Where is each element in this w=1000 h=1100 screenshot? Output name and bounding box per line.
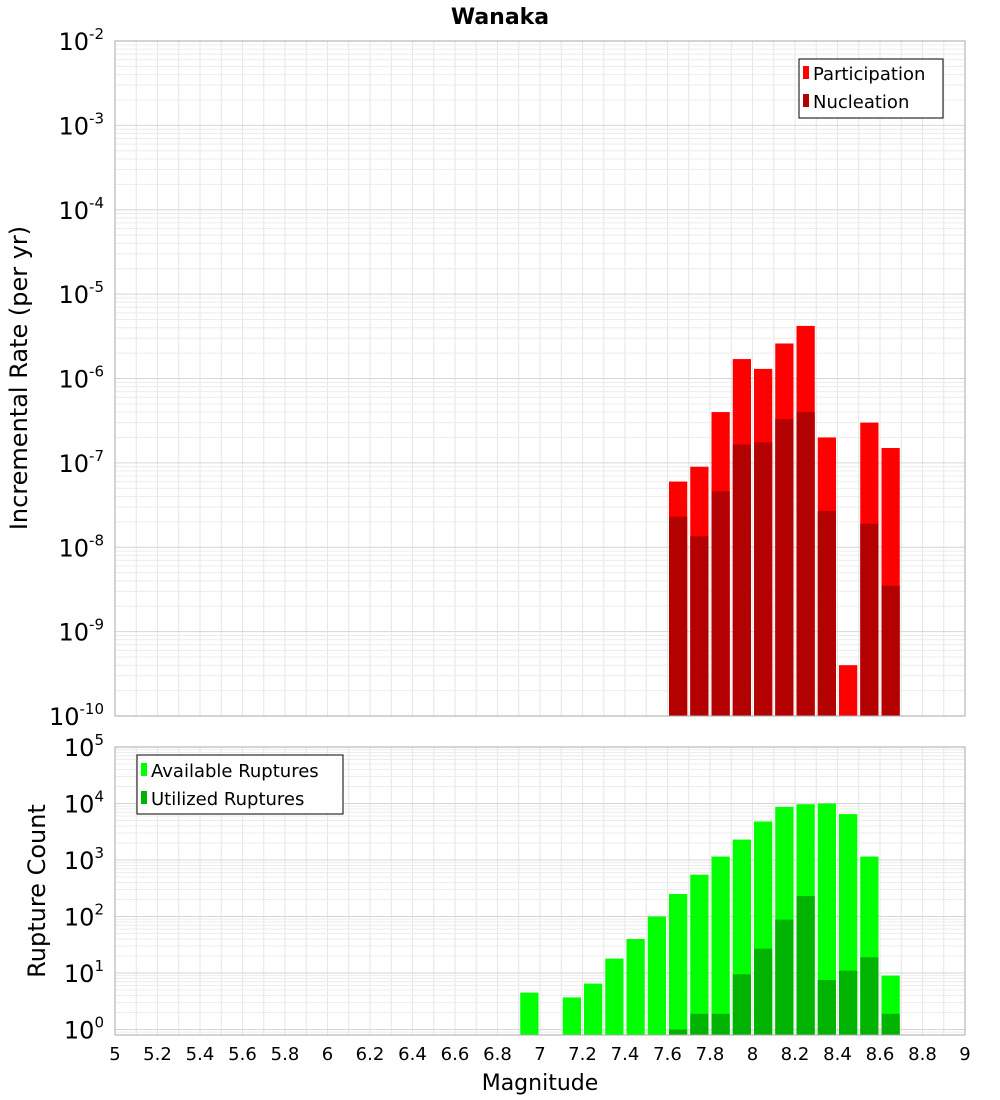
rate-y-axis-label: Incremental Rate (per yr): [5, 226, 33, 530]
x-tick-label: 5.6: [228, 1044, 257, 1065]
x-tick-label: 6.6: [441, 1044, 470, 1065]
count-series-a-bar: [626, 939, 645, 1035]
rate-y-tick-label: 10-2: [58, 25, 104, 56]
count-series-a-bar: [647, 916, 666, 1035]
utilized-legend-swatch: [141, 791, 147, 804]
rate-series-b-bar: [817, 510, 836, 716]
count-series-a-bar: [817, 803, 836, 1035]
count-series-b-bar: [732, 974, 751, 1035]
x-tick-label: 5: [109, 1044, 120, 1065]
x-tick-label: 5.2: [143, 1044, 172, 1065]
count-series-a-bar: [584, 983, 603, 1035]
count-y-tick-label: 104: [64, 788, 104, 819]
count-y-tick-label: 101: [64, 957, 104, 988]
count-series-a-bar: [605, 958, 624, 1035]
x-axis-label: Magnitude: [482, 1071, 599, 1096]
count-series-b-bar: [754, 948, 773, 1035]
x-tick-label: 8: [747, 1044, 758, 1065]
utilized-legend-label: Utilized Ruptures: [151, 789, 304, 810]
count-series-a-bar: [669, 894, 688, 1035]
rate-plot-frame: [114, 40, 966, 717]
rate-legend-box: [798, 58, 944, 119]
rate-y-tick-label: 10-6: [58, 363, 104, 394]
count-y-ticks: 100 101 102 103 104 105: [64, 731, 104, 1045]
x-tick-label: 7.6: [653, 1044, 682, 1065]
rate-y-tick-label: 10-7: [58, 447, 104, 478]
rate-grid: [114, 40, 966, 717]
count-legend: Available Ruptures Utilized Ruptures: [136, 754, 344, 815]
x-tick-label: 7: [534, 1044, 545, 1065]
count-bars: [520, 803, 900, 1035]
nucleation-legend-swatch: [803, 94, 809, 107]
count-series-b-bar: [690, 1013, 709, 1035]
count-series-a-bar: [711, 856, 730, 1035]
available-legend-swatch: [141, 763, 147, 776]
rate-y-tick-label: 10-8: [58, 531, 104, 562]
x-tick-label: 9: [959, 1044, 970, 1065]
rate-series-b-bar: [754, 442, 773, 716]
count-panel: 100 101 102 103 104 105 5 5.2 5.4 5.6 5.8 6 6.2 6.4 6…: [23, 731, 971, 1096]
count-y-tick-label: 100: [64, 1014, 104, 1045]
x-ticks: 5 5.2 5.4 5.6 5.8 6 6.2 6.4 6.6 6.8 7 7.2 7.4 7.6 7.8 8…: [109, 1044, 970, 1065]
chart-title: Wanaka: [451, 5, 549, 30]
participation-legend-label: Participation: [813, 64, 925, 85]
x-tick-label: 5.4: [186, 1044, 215, 1065]
rate-y-tick-label: 10-3: [58, 109, 104, 140]
rate-y-tick-label: 10-4: [58, 194, 104, 225]
rate-panel: 10-10 10-9 10-8 10-7 10-6 10-5 10-4 10-3 10-2 In…: [5, 25, 966, 731]
count-series-b-bar: [839, 970, 858, 1035]
count-legend-box: [136, 754, 344, 815]
count-plot-frame: [114, 746, 966, 1036]
count-series-a-bar: [690, 874, 709, 1035]
count-y-axis-label: Rupture Count: [23, 804, 51, 978]
x-tick-label: 8.2: [781, 1044, 810, 1065]
count-series-a-bar: [562, 997, 581, 1035]
x-tick-label: 6: [322, 1044, 333, 1065]
x-tick-label: 6.2: [356, 1044, 385, 1065]
x-tick-label: 7.4: [611, 1044, 640, 1065]
x-tick-label: 8.8: [908, 1044, 937, 1065]
x-tick-label: 5.8: [271, 1044, 300, 1065]
x-tick-label: 8.6: [866, 1044, 895, 1065]
rate-series-b-bar: [860, 523, 879, 716]
count-y-tick-label: 103: [64, 844, 104, 875]
count-series-b-bar: [669, 1029, 688, 1035]
count-y-tick-label: 105: [64, 731, 104, 762]
rate-series-b-bar: [669, 516, 688, 716]
x-tick-label: 6.8: [483, 1044, 512, 1065]
available-legend-label: Available Ruptures: [151, 761, 319, 782]
rate-series-b-bar: [732, 444, 751, 716]
rate-series-b-bar: [796, 412, 815, 716]
rate-series-b-bar: [711, 491, 730, 716]
participation-legend-swatch: [803, 66, 809, 79]
rate-series-b-bar: [690, 536, 709, 716]
rate-y-tick-label: 10-9: [58, 616, 104, 647]
count-series-b-bar: [860, 957, 879, 1035]
count-series-b-bar: [881, 1013, 900, 1035]
count-series-b-bar: [775, 919, 794, 1035]
x-tick-label: 6.4: [398, 1044, 427, 1065]
count-series-b-bar: [817, 980, 836, 1035]
x-tick-label: 7.2: [568, 1044, 597, 1065]
rate-y-tick-label: 10-10: [49, 700, 104, 731]
nucleation-legend-label: Nucleation: [813, 92, 909, 113]
count-series-a-bar: [520, 992, 539, 1035]
rate-bars: [669, 325, 900, 716]
rate-y-tick-label: 10-5: [58, 278, 104, 309]
x-tick-label: 8.4: [823, 1044, 852, 1065]
count-y-tick-label: 102: [64, 901, 104, 932]
rate-y-ticks: 10-10 10-9 10-8 10-7 10-6 10-5 10-4 10-3 10-2: [49, 25, 104, 731]
rate-series-b-bar: [881, 585, 900, 716]
rate-legend: Participation Nucleation: [798, 58, 944, 119]
count-series-b-bar: [796, 896, 815, 1035]
x-tick-label: 7.8: [696, 1044, 725, 1065]
rate-series-b-bar: [775, 419, 794, 716]
rate-series-a-bar: [839, 665, 858, 716]
count-series-b-bar: [711, 1013, 730, 1035]
